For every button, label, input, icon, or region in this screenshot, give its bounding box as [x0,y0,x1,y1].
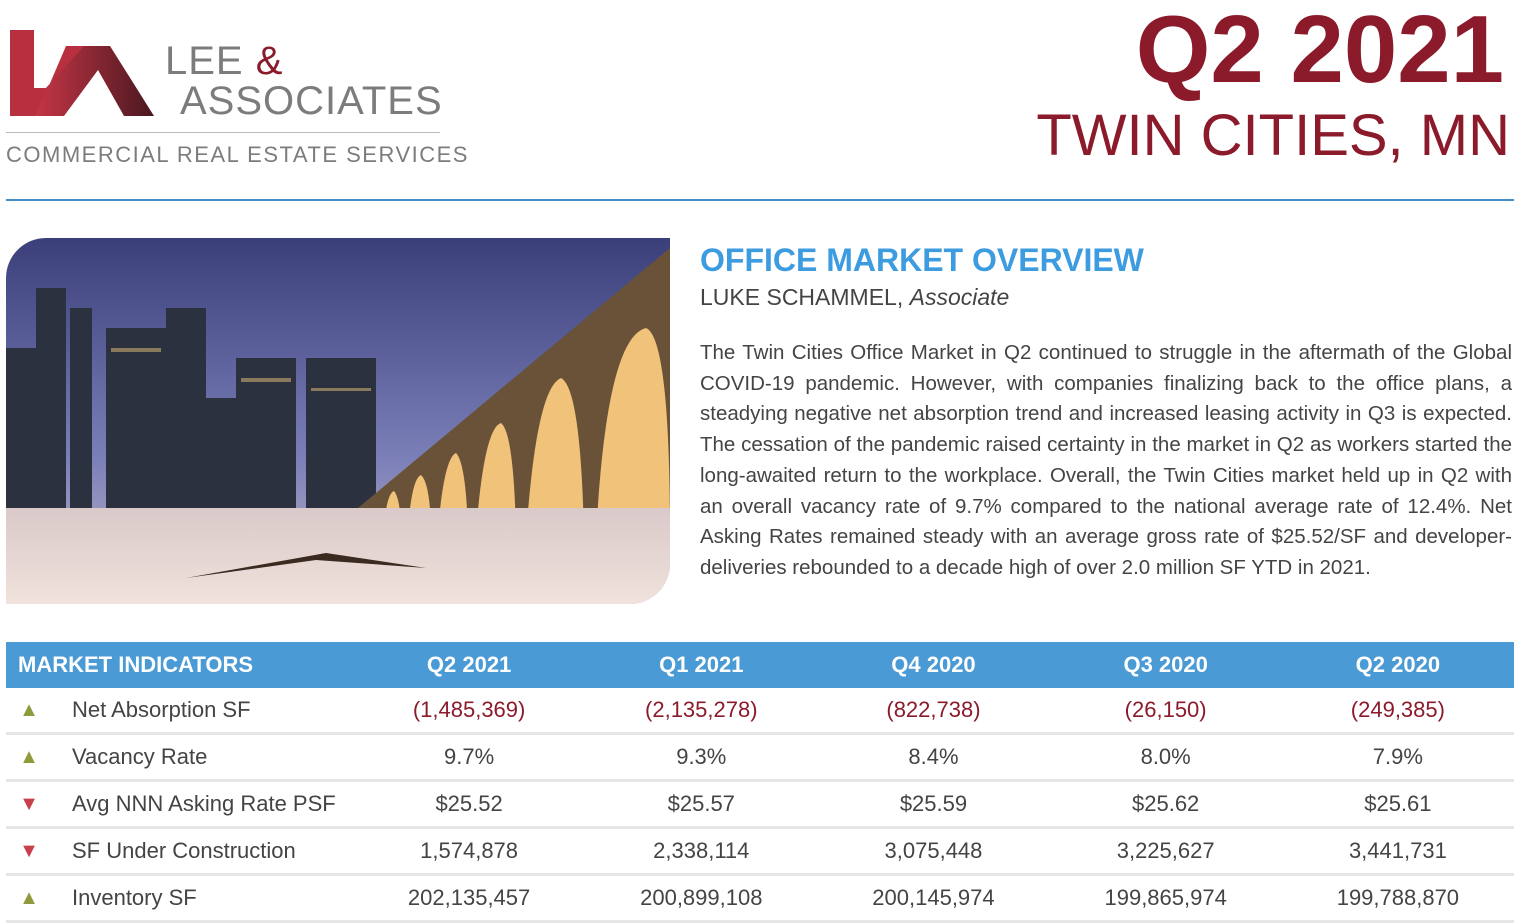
table-row: ▲ Vacancy Rate 9.7% 9.3% 8.4% 8.0% 7.9% [6,733,1514,782]
table-row: ▲ Inventory SF 202,135,457 200,899,108 200,1… [6,874,1514,923]
trend-up-icon: ▲ [6,733,52,782]
indicator-value: 3,441,731 [1281,827,1514,876]
indicator-value: 7.9% [1281,733,1514,782]
indicator-value: (822,738) [817,688,1050,735]
author-name: LUKE SCHAMMEL, [700,284,904,310]
indicator-label: SF Under Construction [52,827,353,876]
indicator-value: 3,225,627 [1049,827,1282,876]
indicator-value: $25.52 [353,780,586,829]
indicator-value: (2,135,278) [585,688,818,735]
indicator-value: 202,135,457 [353,874,586,923]
author-line: LUKE SCHAMMEL, Associate [700,284,1009,311]
indicator-value: $25.62 [1049,780,1282,829]
indicator-value: 3,075,448 [817,827,1050,876]
stone-arch-bridge-photo [6,238,670,604]
header-q3-2020: Q3 2020 [1049,642,1282,688]
table-row: ▼ SF Under Construction 1,574,878 2,338,114… [6,827,1514,876]
header-q2-2021: Q2 2021 [353,642,586,688]
indicator-label: Net Absorption SF [52,688,353,735]
logo-mark [10,30,154,116]
indicator-value: 2,338,114 [585,827,818,876]
logo-ampersand: & [255,39,284,83]
indicator-value: 8.4% [817,733,1050,782]
indicator-value: 1,574,878 [353,827,586,876]
overview-title: OFFICE MARKET OVERVIEW [700,242,1144,278]
indicator-label: Avg NNN Asking Rate PSF [52,780,353,829]
report-location: TWIN CITIES, MN [1036,103,1510,168]
header-divider [6,199,1514,201]
author-role: Associate [909,284,1010,310]
header-market-indicators: MARKET INDICATORS [6,642,353,688]
indicator-value: 8.0% [1049,733,1282,782]
indicator-value: 199,788,870 [1281,874,1514,923]
header-q1-2021: Q1 2021 [585,642,818,688]
logo-divider [6,132,440,133]
header-q4-2020: Q4 2020 [817,642,1050,688]
indicator-value: 200,145,974 [817,874,1050,923]
indicator-value: (1,485,369) [353,688,586,735]
indicator-value: $25.59 [817,780,1050,829]
report-quarter: Q2 2021 [1135,0,1504,103]
indicator-value: 199,865,974 [1049,874,1282,923]
table-row: ▼ Avg NNN Asking Rate PSF $25.52 $25.57 $25.… [6,780,1514,829]
header-q2-2020: Q2 2020 [1281,642,1514,688]
table-row: ▲ Net Absorption SF (1,485,369) (2,135,278)… [6,688,1514,735]
indicator-value: 9.3% [585,733,818,782]
indicator-label: Vacancy Rate [52,733,353,782]
overview-body: The Twin Cities Office Market in Q2 cont… [700,341,1512,579]
logo-subtitle: COMMERCIAL REAL ESTATE SERVICES [6,142,469,167]
indicator-value: 9.7% [353,733,586,782]
indicator-value: $25.61 [1281,780,1514,829]
logo-name-line2: ASSOCIATES [180,79,443,123]
trend-down-icon: ▼ [6,780,52,829]
trend-up-icon: ▲ [6,874,52,923]
indicator-value: $25.57 [585,780,818,829]
trend-down-icon: ▼ [6,827,52,876]
table-header-row: MARKET INDICATORS Q2 2021 Q1 2021 Q4 202… [6,642,1514,688]
market-indicators-table: MARKET INDICATORS Q2 2021 Q1 2021 Q4 202… [6,642,1514,923]
logo-lee: LEE [165,39,244,83]
indicator-value: 200,899,108 [585,874,818,923]
logo-name-line1: LEE & [165,40,283,82]
trend-up-icon: ▲ [6,688,52,735]
indicator-value: (249,385) [1281,688,1514,735]
indicator-value: (26,150) [1049,688,1282,735]
indicator-label: Inventory SF [52,874,353,923]
